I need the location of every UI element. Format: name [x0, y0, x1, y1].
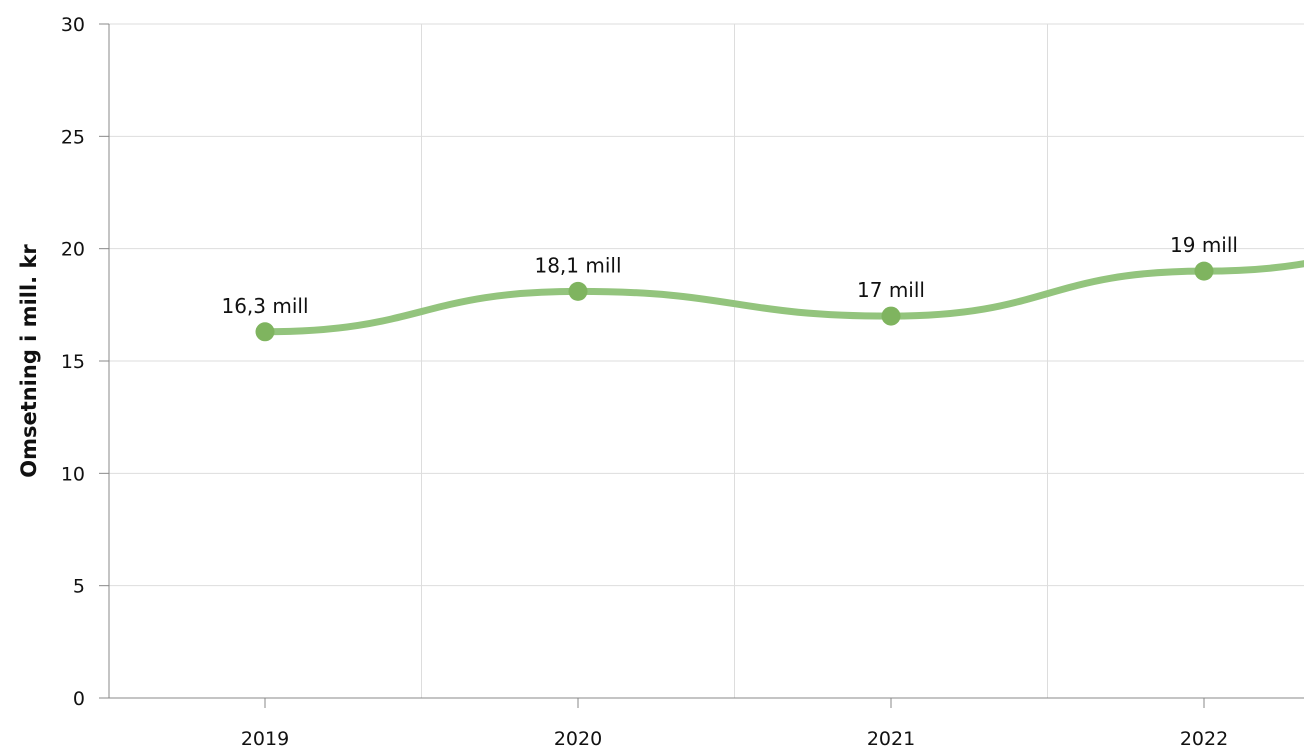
- y-tick-label: 30: [61, 14, 85, 36]
- y-tick-label: 5: [73, 576, 85, 598]
- x-tick-label: 2021: [867, 728, 915, 749]
- y-tick-label: 25: [61, 126, 85, 148]
- x-tick-label: 2019: [241, 728, 289, 749]
- series-line: [261, 260, 1304, 336]
- data-point: [255, 322, 275, 342]
- y-tick-label: 10: [61, 463, 85, 485]
- data-label: 19 mill: [1170, 233, 1238, 257]
- y-tick-label: 0: [73, 688, 85, 710]
- x-tick-label: 2020: [554, 728, 602, 749]
- y-axis-ticks: 0 5 10 15 20 25 30: [61, 14, 109, 710]
- y-axis-title: Omsetning i mill. kr: [17, 244, 41, 478]
- data-point: [1194, 261, 1214, 281]
- data-label: 18,1 mill: [534, 253, 621, 277]
- y-tick-label: 20: [61, 239, 85, 261]
- data-point: [568, 281, 588, 301]
- series-layer: 16,3 mill 18,1 mill 17 mill 19 mill: [221, 233, 1304, 342]
- data-point: [881, 306, 901, 326]
- data-label: 16,3 mill: [221, 294, 308, 318]
- gridlines: [109, 23, 1304, 698]
- x-axis-ticks: 2019 2020 2021 2022: [241, 698, 1228, 749]
- x-tick-label: 2022: [1180, 728, 1228, 749]
- data-label: 17 mill: [857, 278, 925, 302]
- y-tick-label: 15: [61, 351, 85, 373]
